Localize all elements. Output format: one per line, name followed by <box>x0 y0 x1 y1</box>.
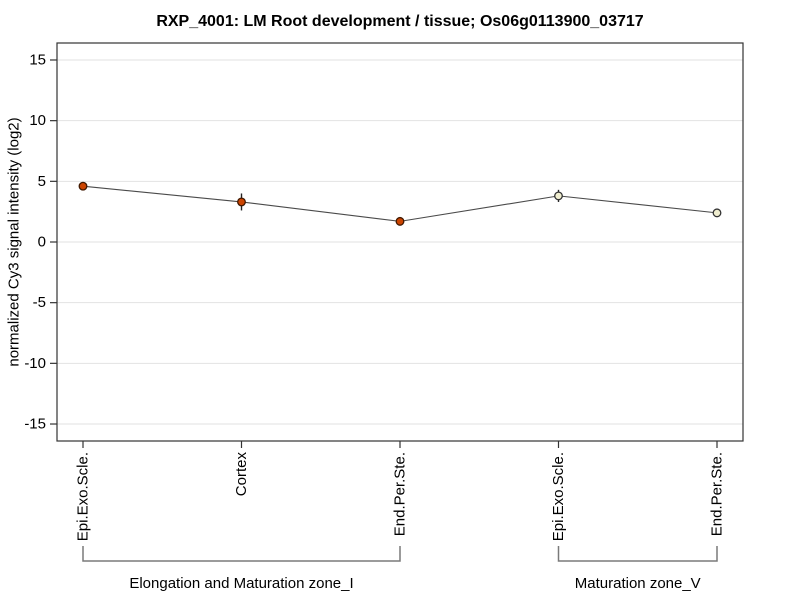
data-point <box>237 197 246 207</box>
group-bracket <box>82 546 401 562</box>
y-tick-label: -5 <box>33 294 46 311</box>
group-label: Maturation zone_V <box>575 575 701 592</box>
y-tick-label: 15 <box>29 51 46 68</box>
data-point <box>78 181 88 191</box>
group-label: Elongation and Maturation zone_I <box>129 575 353 592</box>
y-tick-label: -15 <box>24 416 46 433</box>
plot-area: -15 -10 -5 0 5 10 15 Epi.Exo.Scle. Cortex End.Per… <box>24 42 744 592</box>
y-tick-label: 0 <box>38 234 46 251</box>
x-category-label: End.Per.Ste. <box>709 452 726 536</box>
x-category-label: End.Per.Ste. <box>392 452 409 536</box>
data-point <box>395 216 405 226</box>
chart-title: RXP_4001: LM Root development / tissue; … <box>156 13 643 30</box>
data-point <box>554 191 563 201</box>
y-tick-label: -10 <box>24 355 46 372</box>
group-bracket <box>557 546 718 562</box>
x-category-label: Cortex <box>233 452 250 497</box>
y-tick-label: 10 <box>29 112 46 129</box>
y-tick-label: 5 <box>38 173 46 190</box>
x-category-label: Epi.Exo.Scle. <box>550 452 567 541</box>
series-line <box>82 185 718 222</box>
data-point <box>712 208 722 218</box>
y-axis-label: normalized Cy3 signal intensity (log2) <box>6 117 23 366</box>
x-category-label: Epi.Exo.Scle. <box>75 452 92 541</box>
